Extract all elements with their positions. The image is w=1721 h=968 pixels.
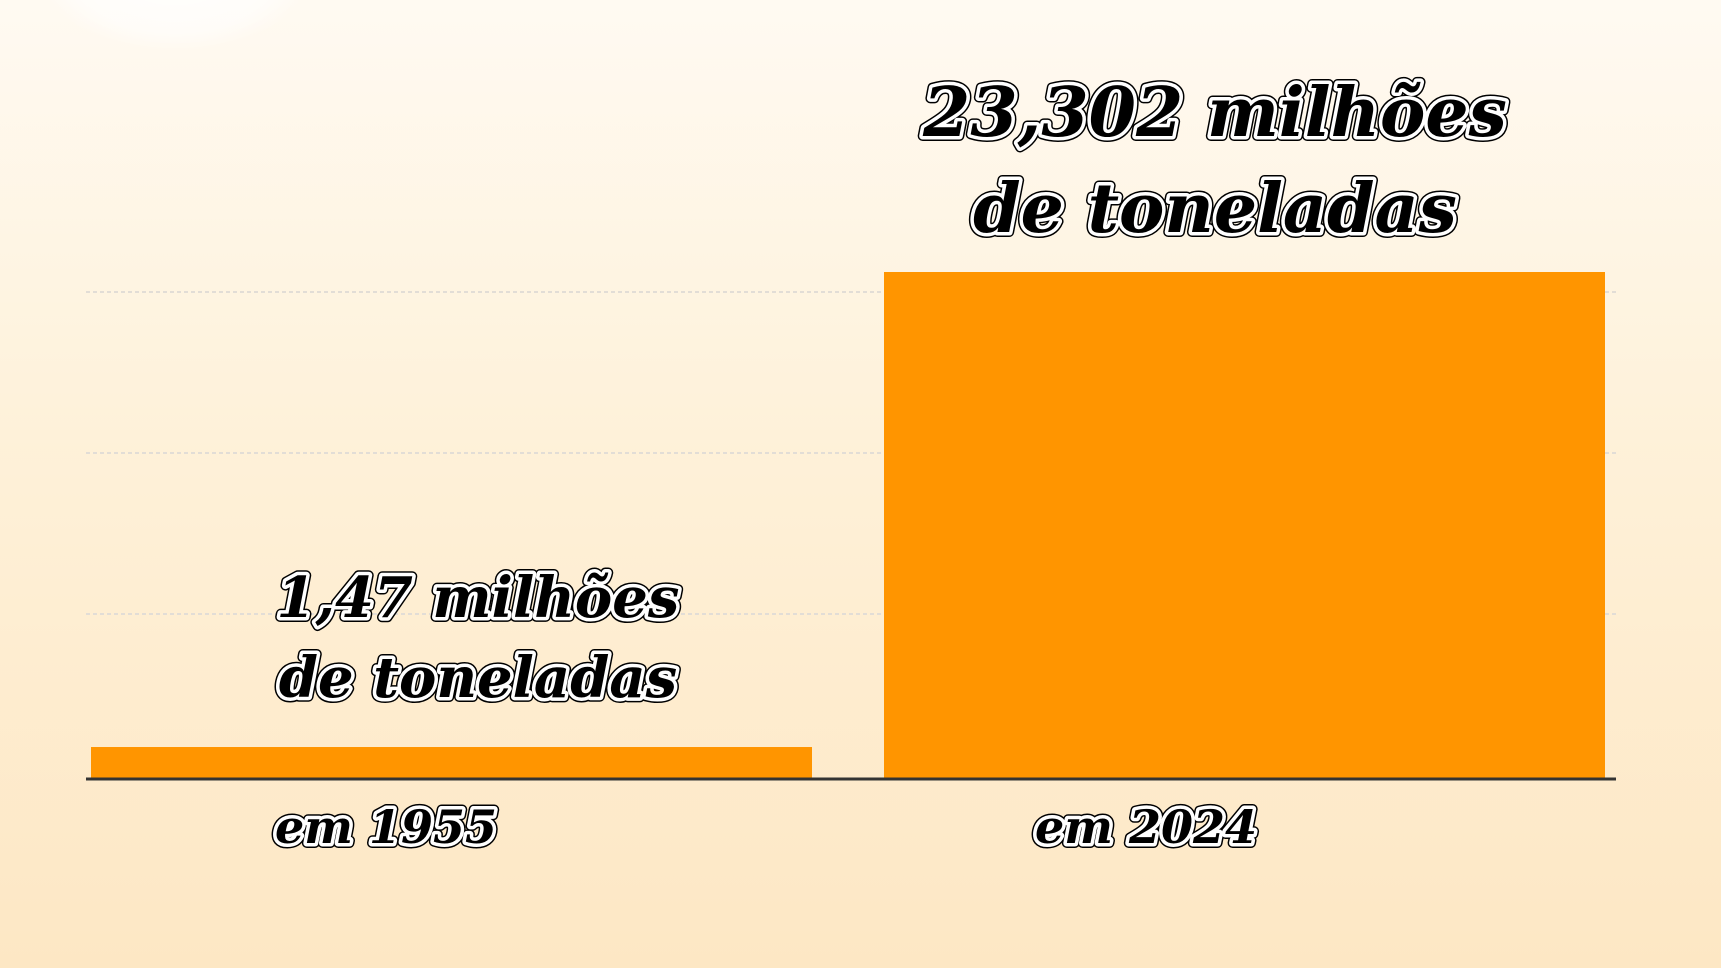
svg-text:de toneladas: de toneladas [279, 645, 677, 711]
svg-text:em 2024: em 2024 [1035, 800, 1257, 854]
svg-text:de toneladas: de toneladas [279, 645, 677, 711]
svg-text:23,302 milhões: 23,302 milhões [922, 73, 1507, 153]
bars [91, 272, 1605, 779]
svg-text:23,302 milhões: 23,302 milhões [922, 73, 1507, 153]
bar [884, 272, 1605, 779]
bar [91, 747, 812, 779]
svg-text:1,47 milhões: 1,47 milhões [277, 565, 680, 631]
svg-text:de toneladas: de toneladas [973, 169, 1457, 249]
svg-text:em 2024: em 2024 [1035, 800, 1257, 854]
svg-text:em 1955: em 1955 [275, 800, 497, 854]
svg-text:de toneladas: de toneladas [973, 169, 1457, 249]
svg-text:em 1955: em 1955 [275, 800, 497, 854]
svg-text:1,47 milhões: 1,47 milhões [277, 565, 680, 631]
